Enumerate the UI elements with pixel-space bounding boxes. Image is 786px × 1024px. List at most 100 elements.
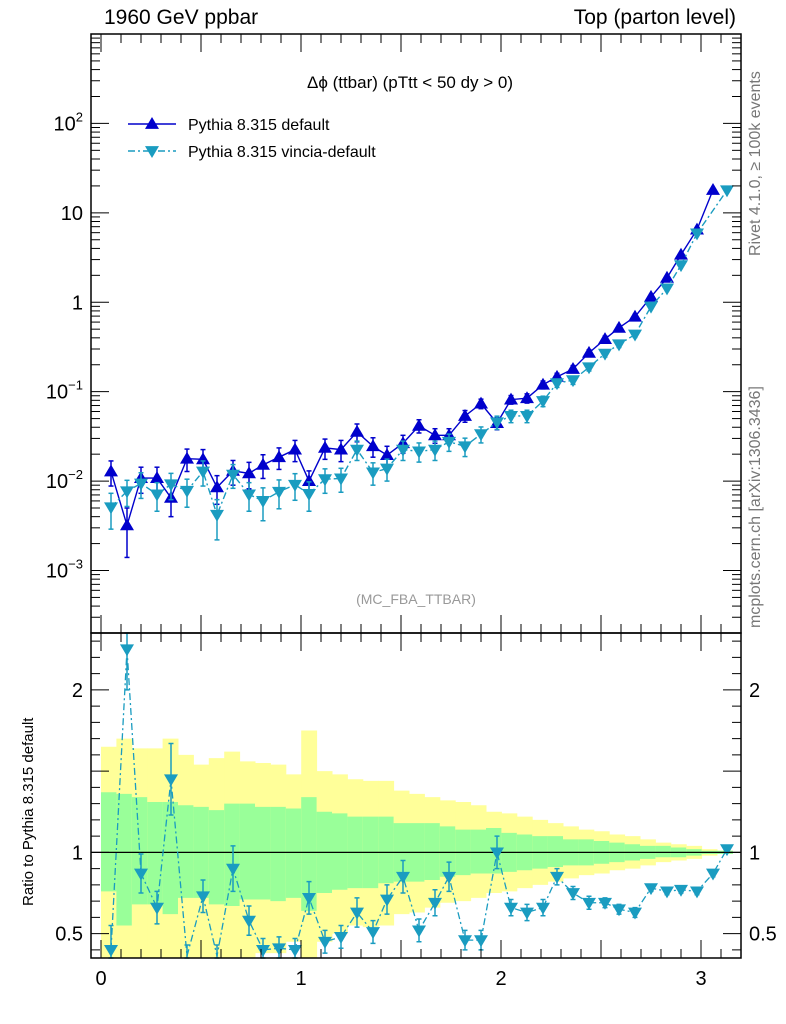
series-2-point [272, 486, 286, 499]
series-2-point [490, 417, 504, 430]
series-2-point [104, 502, 118, 515]
series-1-point [256, 457, 270, 470]
y-tick-label: 1 [72, 292, 83, 314]
ratio-y-tick-label-right: 1 [749, 842, 760, 864]
series-2-point [458, 441, 472, 454]
series-2-point [566, 375, 580, 388]
legend-label: Pythia 8.315 vincia-default [188, 144, 376, 161]
axis-ticks [91, 33, 742, 958]
series-2-point [180, 485, 194, 498]
series-1-point [644, 289, 658, 302]
series-2-point [442, 436, 456, 449]
header-left: 1960 GeV ppbar [104, 6, 259, 29]
ratio-point [598, 897, 612, 910]
ratio-point [628, 907, 642, 920]
ratio-point [104, 944, 118, 957]
ratio-point [272, 943, 286, 956]
ratio-point [412, 925, 426, 938]
ratio-point [674, 884, 688, 897]
series-1-point [458, 408, 472, 421]
ratio-y-tick-label-left: 1 [72, 842, 83, 864]
ratio-y-label: Ratio to Pythia 8.315 default [20, 717, 37, 906]
y-tick-label: 10−2 [46, 467, 83, 493]
legend-marker [145, 146, 159, 158]
series-2-point [612, 339, 626, 352]
series-1-point [366, 439, 380, 452]
series-1-point [706, 183, 720, 195]
green-band-bin [255, 806, 271, 900]
series-2-point [690, 228, 704, 241]
ratio-point [256, 944, 270, 957]
tick-labels: 10−3 10−2 10−1 1 10 102 0 1 2 3 0.5 0.5 1 1 2 2 [46, 109, 777, 990]
series-1-point [412, 418, 426, 431]
series-1-point [334, 442, 348, 455]
y-tick-label: 10−1 [46, 378, 83, 404]
y-tick-label: 102 [54, 109, 83, 135]
header-right: Top (parton level) [573, 6, 736, 29]
green-band-bin [285, 808, 302, 898]
green-band-bin [131, 797, 148, 905]
legend: Pythia 8.315 default Pythia 8.315 vincia-… [128, 117, 376, 161]
series-2-point [660, 283, 674, 296]
series-1-point [210, 480, 224, 493]
ratio-y-tick-label-right: 2 [749, 680, 760, 702]
series-2-point [428, 444, 442, 457]
green-band-bin [655, 845, 672, 858]
series-2-point [134, 478, 148, 491]
series-1-point [474, 396, 488, 409]
ratio-point [706, 868, 720, 881]
series-2-point [380, 463, 394, 476]
series-2-point [720, 185, 734, 198]
series-1-point [582, 345, 596, 358]
series-2-point [550, 378, 564, 391]
ratio-point [550, 871, 564, 884]
series-1-point [302, 474, 316, 486]
green-band-bin [332, 813, 348, 890]
series-2-point [504, 411, 518, 423]
ratio-point [690, 886, 704, 899]
series-1-point [536, 377, 550, 390]
series-1-point [180, 451, 194, 464]
series-1-point [428, 428, 442, 441]
watermark: (MC_FBA_TTBAR) [356, 591, 476, 607]
series-line-2 [110, 189, 728, 517]
series-1-point [104, 464, 118, 477]
series-2-point [536, 396, 550, 409]
ratio-point [504, 902, 518, 915]
mcplots-label: mcplots.cern.ch [arXiv:1306.3436] [747, 386, 764, 628]
ratio-point [490, 847, 504, 860]
series-2-point [582, 362, 596, 375]
series-1-point [566, 361, 580, 374]
plot-frames [90, 33, 742, 959]
series-1-point [150, 471, 164, 483]
series-1-point [288, 442, 302, 455]
ratio-point [536, 902, 550, 915]
ratio-point [226, 863, 240, 876]
series-2-point [412, 446, 426, 459]
series-2-point [366, 467, 380, 480]
x-tick-label: 3 [695, 968, 706, 990]
ratio-point [366, 927, 380, 939]
series-2-point [226, 469, 240, 482]
ratio-point [582, 897, 596, 910]
green-band-bin [224, 803, 241, 906]
ratio-point [196, 891, 210, 904]
series-1-point [350, 424, 364, 437]
series-2-point [520, 411, 534, 423]
series-2-point [318, 474, 332, 487]
ratio-point [720, 844, 734, 857]
series-2-point [674, 260, 688, 273]
ratio-point [660, 886, 674, 899]
series-1-point [612, 320, 626, 333]
green-band-bin [378, 816, 395, 884]
series-1-point [674, 247, 688, 260]
ratio-point [164, 774, 178, 787]
main-series [104, 183, 734, 559]
series-1-point [242, 466, 256, 479]
series-1-point [318, 440, 332, 453]
ratio-point [150, 902, 164, 915]
series-2-point [150, 489, 164, 502]
ratio-point [474, 935, 488, 948]
y-tick-label: 10 [61, 203, 83, 225]
series-2-point [164, 479, 178, 492]
